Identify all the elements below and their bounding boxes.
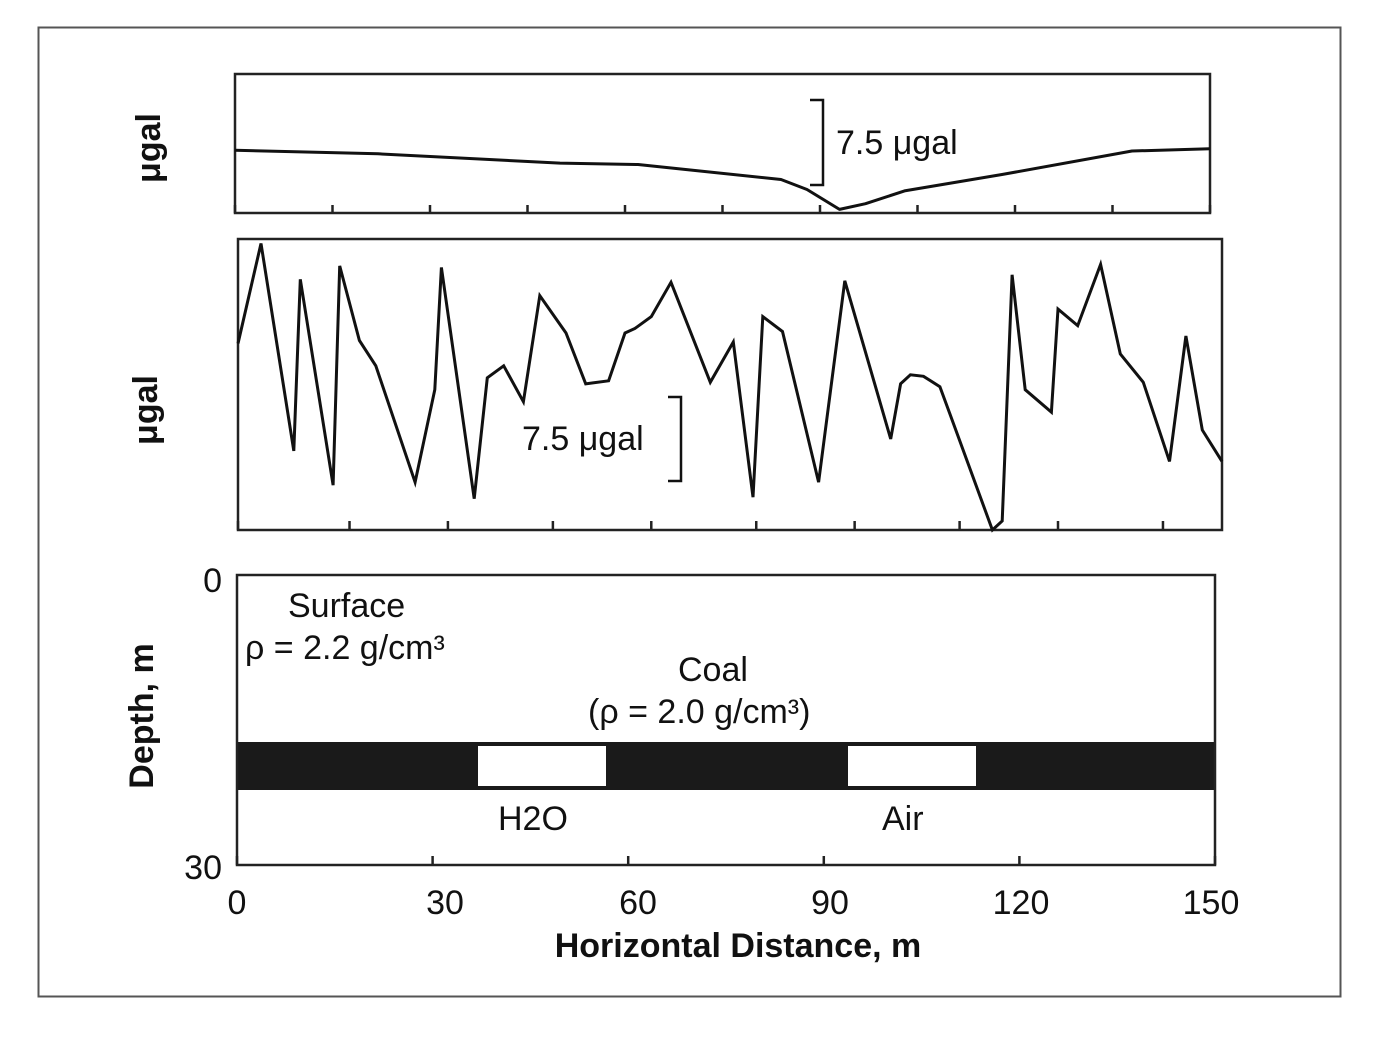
panel-3-y-axis-label: Depth, m <box>123 643 161 788</box>
panel-2-y-axis-label: μgal <box>127 375 165 445</box>
coal-seam <box>237 742 1215 790</box>
y-tick-label-30: 30 <box>184 849 222 887</box>
void-air <box>848 746 976 786</box>
coal-label: Coal <box>678 651 748 689</box>
panel-1-scale-bar <box>810 98 825 187</box>
x-tick-label-30: 30 <box>426 884 464 922</box>
panel-1-ticks <box>233 205 1212 213</box>
panel-2: 7.5 μgal μgal <box>127 237 1224 533</box>
x-axis-label: Horizontal Distance, m <box>555 927 922 965</box>
surface-density-label: ρ = 2.2 g/cm³ <box>245 629 445 667</box>
panel-2-ticks <box>236 521 1165 530</box>
figure-border <box>37 26 1342 998</box>
void-h2o <box>478 746 606 786</box>
x-tick-label-90: 90 <box>811 884 849 922</box>
surface-label: Surface <box>288 587 405 625</box>
x-tick-label-150: 150 <box>1183 884 1240 922</box>
panel-3-ticks <box>235 856 1217 865</box>
x-tick-label-60: 60 <box>619 884 657 922</box>
void-h2o-label: H2O <box>498 800 568 838</box>
panel-1: 7.5 μgal μgal <box>130 72 1212 215</box>
panel-3-frame <box>235 573 1217 867</box>
y-tick-label-0: 0 <box>203 562 222 600</box>
panel-1-scale-bar-label: 7.5 μgal <box>836 124 958 162</box>
panel-1-y-axis-label: μgal <box>130 113 168 183</box>
panel-2-scale-bar <box>668 395 683 483</box>
panel-2-frame <box>236 237 1224 532</box>
void-air-label: Air <box>882 800 924 838</box>
x-tick-label-0: 0 <box>228 884 247 922</box>
panel-3: Surface ρ = 2.2 g/cm³ Coal (ρ = 2.0 g/cm… <box>123 562 1239 965</box>
panel-1-frame <box>233 72 1212 215</box>
panel-2-series-line <box>236 243 1224 533</box>
x-tick-label-120: 120 <box>993 884 1050 922</box>
panel-1-series-line <box>234 147 1211 211</box>
coal-density-label: (ρ = 2.0 g/cm³) <box>588 693 810 731</box>
panel-2-scale-bar-label: 7.5 μgal <box>522 420 644 458</box>
